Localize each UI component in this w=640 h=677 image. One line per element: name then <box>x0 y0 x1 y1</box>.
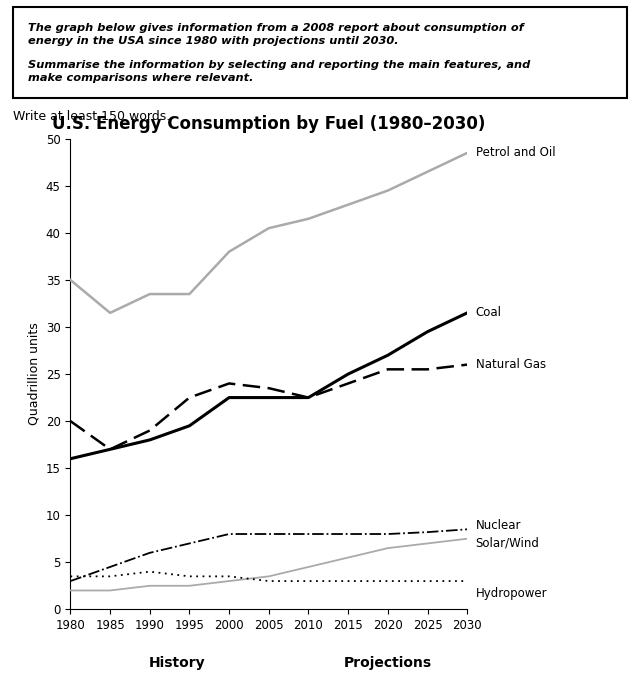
Text: Summarise the information by selecting and reporting the main features, and
make: Summarise the information by selecting a… <box>28 60 531 83</box>
Text: History: History <box>149 657 206 670</box>
Text: Petrol and Oil: Petrol and Oil <box>476 146 555 159</box>
Text: The graph below gives information from a 2008 report about consumption of
energy: The graph below gives information from a… <box>28 23 524 47</box>
FancyBboxPatch shape <box>13 7 627 98</box>
Text: Projections: Projections <box>344 657 432 670</box>
Text: Natural Gas: Natural Gas <box>476 358 546 371</box>
Text: Solar/Wind: Solar/Wind <box>476 536 540 550</box>
Title: U.S. Energy Consumption by Fuel (1980–2030): U.S. Energy Consumption by Fuel (1980–20… <box>52 115 486 133</box>
Y-axis label: Quadrillion units: Quadrillion units <box>28 323 40 425</box>
Text: Coal: Coal <box>476 307 502 320</box>
Text: Hydropower: Hydropower <box>476 587 547 600</box>
Text: Write at least 150 words.: Write at least 150 words. <box>13 110 170 123</box>
Text: Nuclear: Nuclear <box>476 519 521 531</box>
